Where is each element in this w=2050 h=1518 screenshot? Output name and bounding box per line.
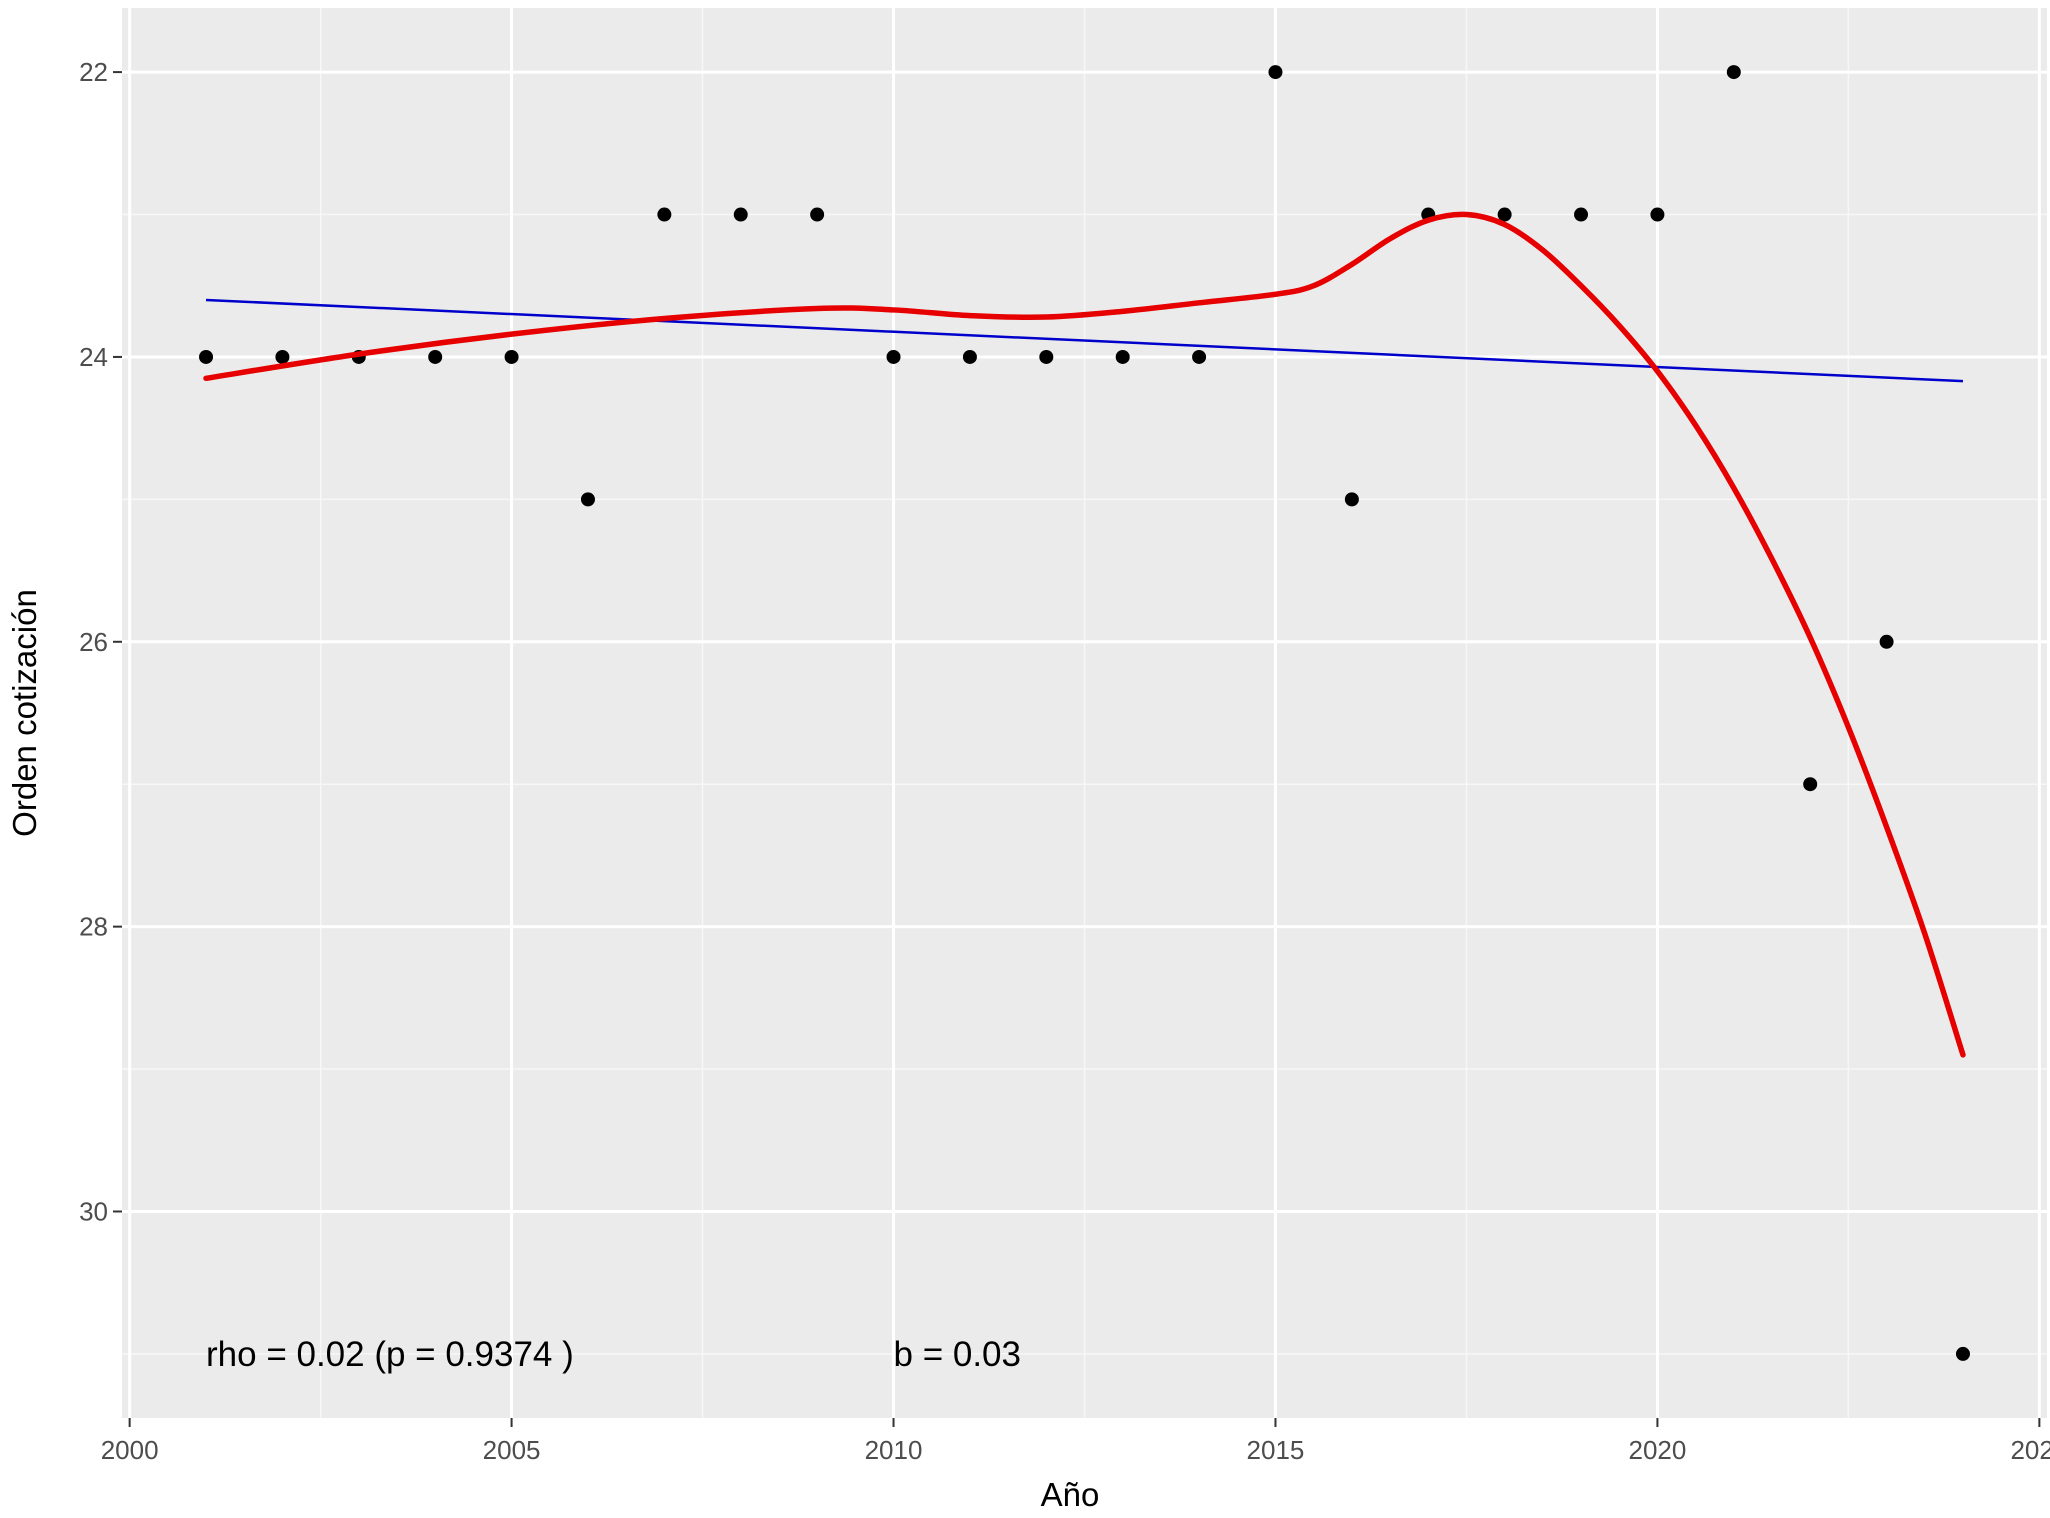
smooth-fit-curve (203, 211, 1966, 1058)
data-point (962, 349, 977, 364)
data-point (1344, 492, 1359, 507)
data-point (1879, 634, 1894, 649)
y-tick-label: 22 (79, 57, 108, 87)
y-tick-label: 28 (79, 912, 108, 942)
y-tick-labels: 22 24 26 28 30 (79, 57, 108, 1226)
x-axis-title: Año (1041, 1476, 1100, 1513)
linear-fit-line (205, 298, 1964, 383)
axis-ticks (113, 71, 2041, 1427)
data-point (1192, 349, 1207, 364)
x-tick-label: 2010 (865, 1435, 923, 1465)
annotation-text: rho = 0.02 (p = 0.9374 ) (206, 1335, 574, 1374)
x-tick-labels: 2000 2005 2010 2015 2020 2025 (101, 1435, 2050, 1465)
data-point (1115, 349, 1130, 364)
major-gridlines (122, 8, 2047, 1418)
minor-gridlines (122, 8, 2047, 1418)
data-point (733, 207, 748, 222)
y-tick-label: 26 (79, 627, 108, 657)
data-point (1803, 777, 1818, 792)
x-tick-label: 2025 (2010, 1435, 2050, 1465)
data-points (199, 65, 1970, 1361)
y-tick-label: 30 (79, 1196, 108, 1226)
data-point (580, 492, 595, 507)
data-point (657, 207, 672, 222)
data-point (275, 349, 290, 364)
data-point (504, 349, 519, 364)
data-point (1726, 65, 1741, 80)
data-point (1497, 207, 1512, 222)
annotation-text: b = 0.03 (894, 1335, 1021, 1374)
data-point (1039, 349, 1054, 364)
x-tick-label: 2020 (1628, 1435, 1686, 1465)
data-point (1574, 207, 1589, 222)
y-tick-label: 24 (79, 342, 108, 372)
x-tick-label: 2015 (1247, 1435, 1305, 1465)
data-point (886, 349, 901, 364)
y-axis-title: Orden cotización (6, 589, 43, 837)
data-point (1268, 65, 1283, 80)
x-tick-label: 2000 (101, 1435, 159, 1465)
annotations: rho = 0.02 (p = 0.9374 ) b = 0.03 (206, 1335, 1021, 1374)
data-point (1650, 207, 1665, 222)
data-point (199, 349, 214, 364)
data-point (1955, 1346, 1970, 1361)
x-tick-label: 2005 (483, 1435, 541, 1465)
data-point (428, 349, 443, 364)
data-point (810, 207, 825, 222)
